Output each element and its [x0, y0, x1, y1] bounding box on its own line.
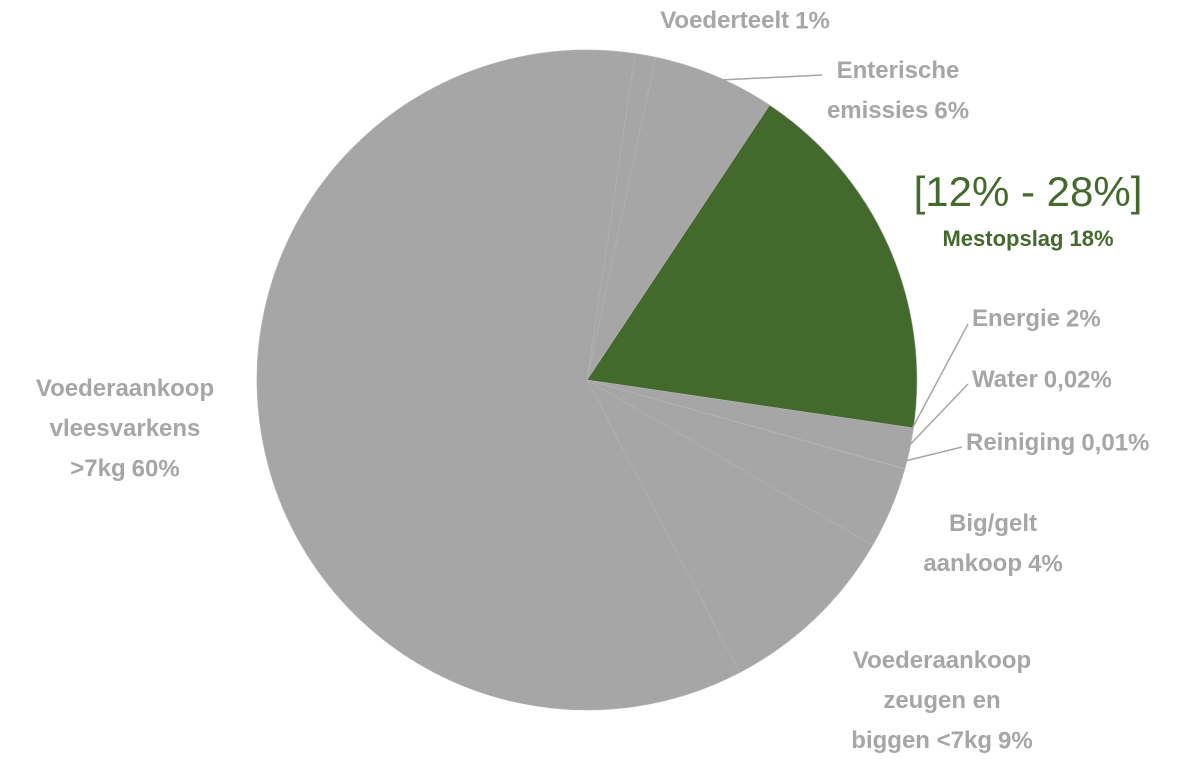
leader-line — [900, 446, 963, 463]
range-annotation: [12% - 28%] — [914, 168, 1143, 215]
slice-label: Enterische emissies — [827, 57, 959, 124]
slice-value-label: 6% — [934, 97, 969, 124]
slice-label: Big/gelt aankoop — [923, 510, 1037, 577]
slice-label: Water — [972, 366, 1038, 393]
slice-value-label: 9% — [998, 727, 1033, 754]
slice-value-label: 2% — [1066, 305, 1101, 332]
slice-label: Voederteelt — [660, 7, 789, 34]
slice-label: Reiniging — [966, 429, 1075, 456]
slice-label: Voederaankoop vleesvarkens >7kg — [36, 375, 214, 482]
slice-value-label: 0,02% — [1044, 366, 1112, 393]
slice-value-label: 1% — [795, 7, 830, 34]
pie-slice — [586, 379, 873, 674]
leader-line — [904, 323, 969, 443]
pie-slice — [586, 104, 918, 429]
leader-line — [902, 383, 969, 453]
leader-line — [719, 74, 823, 81]
pie-slice — [586, 56, 770, 381]
slice-label: Voederaankoop zeugen en biggen <7kg — [851, 647, 1031, 754]
slice-value-label: 4% — [1028, 550, 1063, 577]
slice-label: Mestopslag — [942, 226, 1063, 251]
pie-slice — [256, 49, 740, 711]
slice-label: Energie — [972, 305, 1060, 332]
slice-value-label: 60% — [132, 455, 180, 482]
slice-value-label: 0,01% — [1081, 429, 1149, 456]
slice-value-label: 18% — [1069, 226, 1113, 251]
